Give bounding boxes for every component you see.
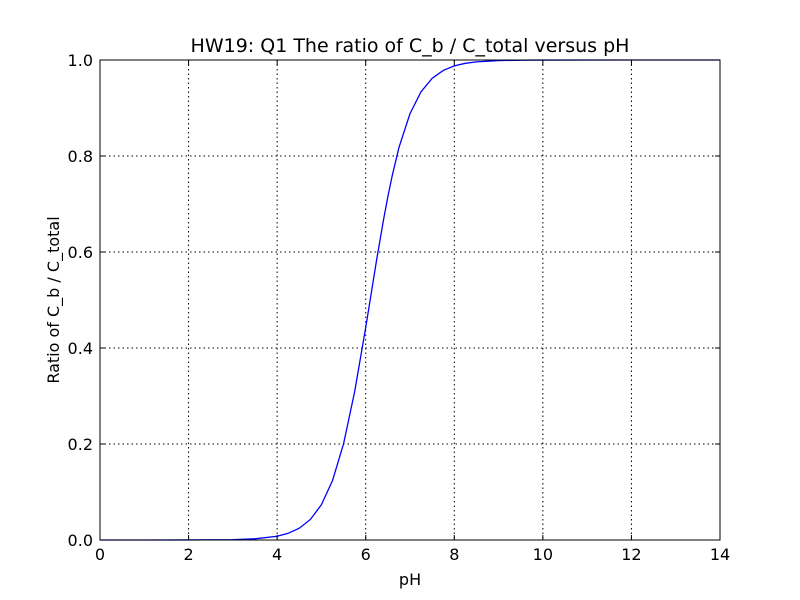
y-tick-label: 0.6 <box>68 243 93 262</box>
x-tick-label: 12 <box>621 545 641 564</box>
x-tick-label: 8 <box>449 545 459 564</box>
x-tick-label: 14 <box>710 545 730 564</box>
axis-ticks: 0 2 4 6 8 10 12 14 0.0 0.2 0.4 0.6 0.8 1.0 <box>68 51 731 564</box>
y-tick-label: 0.2 <box>68 435 93 454</box>
y-axis-label: Ratio of C_b / C_total <box>44 216 64 383</box>
y-tick-label: 1.0 <box>68 51 93 70</box>
series-line <box>100 59 720 541</box>
plot-area <box>100 59 720 541</box>
x-axis-label: pH <box>399 570 421 589</box>
plot-frame <box>99 59 721 541</box>
chart-title: HW19: Q1 The ratio of C_b / C_total vers… <box>191 35 630 57</box>
grid <box>100 60 720 540</box>
x-tick-label: 2 <box>183 545 193 564</box>
y-tick-label: 0.8 <box>68 147 93 166</box>
y-tick-label: 0.0 <box>68 531 93 550</box>
y-tick-label: 0.4 <box>68 339 93 358</box>
x-tick-label: 6 <box>361 545 371 564</box>
x-tick-label: 4 <box>272 545 282 564</box>
x-tick-label: 10 <box>533 545 553 564</box>
x-tick-label: 0 <box>95 545 105 564</box>
